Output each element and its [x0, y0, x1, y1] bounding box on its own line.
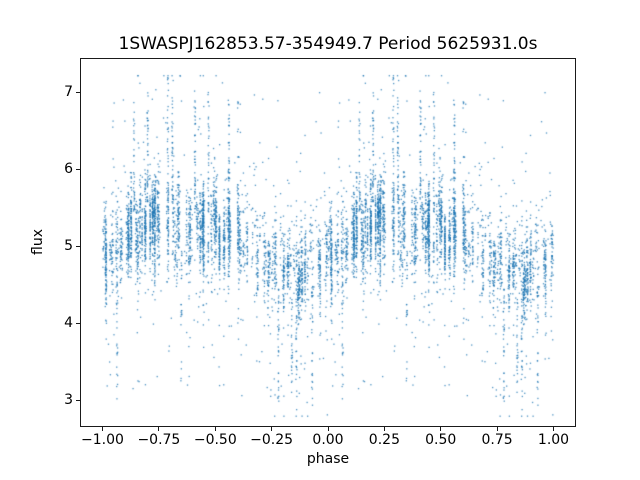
x-tick-mark: [102, 427, 103, 431]
x-tick-label: −0.25: [250, 432, 294, 448]
x-tick-label: 0.50: [425, 432, 457, 448]
x-tick-label: 0.00: [312, 432, 344, 448]
x-tick-label: 0.75: [481, 432, 513, 448]
x-tick-mark: [440, 427, 442, 431]
x-tick-label: 1.00: [537, 432, 570, 448]
x-tick-mark: [214, 427, 216, 431]
y-axis-label: flux: [30, 229, 46, 255]
x-tick-label: 0.25: [368, 432, 400, 448]
x-tick-label: −1.00: [81, 432, 124, 448]
x-tick-mark: [553, 427, 554, 431]
y-tick-label: 6: [64, 161, 73, 178]
x-tick-mark: [383, 427, 385, 431]
y-tick-label: 4: [64, 315, 73, 332]
x-axis-label: phase: [306, 451, 350, 467]
x-tick-mark: [496, 427, 498, 431]
y-tick-mark: [76, 92, 80, 94]
x-tick-mark: [271, 427, 273, 431]
y-tick-mark: [76, 169, 80, 171]
y-tick-label: 5: [64, 238, 73, 255]
chart-title: 1SWASPJ162853.57-354949.7 Period 5625931…: [118, 34, 538, 54]
y-tick-mark: [76, 323, 80, 325]
y-tick-label: 3: [64, 392, 73, 409]
plot-area: [80, 58, 576, 427]
x-tick-mark: [327, 427, 329, 431]
x-tick-label: −0.75: [137, 432, 181, 448]
x-tick-label: −0.50: [193, 432, 237, 448]
y-tick-mark: [76, 400, 80, 402]
y-tick-mark: [76, 246, 80, 248]
y-tick-label: 7: [64, 84, 73, 101]
x-tick-mark: [158, 427, 160, 431]
